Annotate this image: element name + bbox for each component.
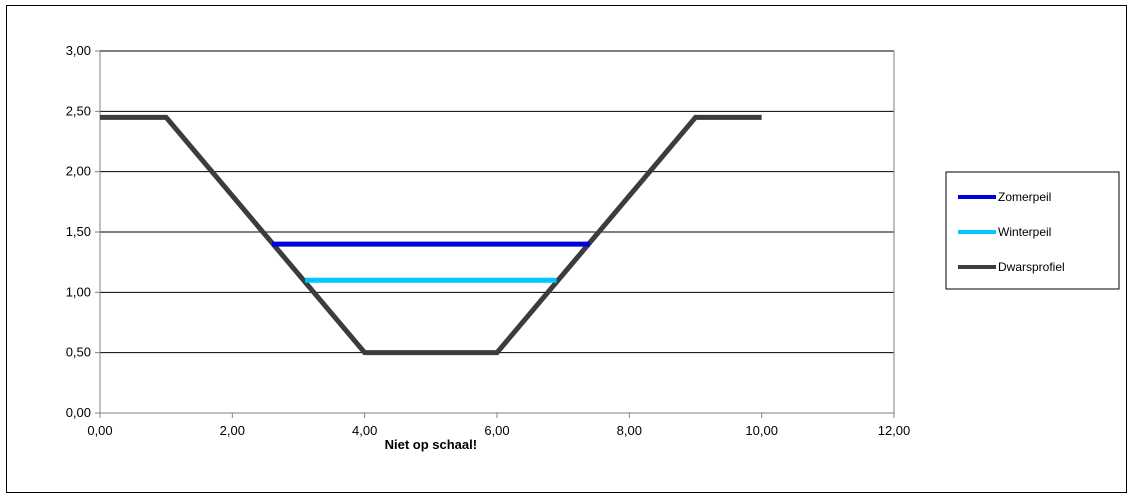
legend: Zomerpeil Winterpeil Dwarsprofiel [945,171,1120,290]
y-tick-label: 2,50 [66,103,91,118]
x-tick-label: 0,00 [87,423,112,438]
y-tick-label: 1,00 [66,284,91,299]
y-tick-label: 2,00 [66,164,91,179]
series-line-dwarsprofiel [100,114,762,356]
x-axis-title: Niet op schaal! [385,437,477,452]
axis-layer: 0,00 0,50 1,00 1,50 2,00 2,50 3,00 0,00 2,00 4,00… [66,43,911,438]
chart-frame [6,5,1127,493]
legend-label-zomerpeil: Zomerpeil [998,190,1051,204]
y-tick-label: 0,50 [66,345,91,360]
x-tick-label: 12,00 [878,423,911,438]
series-layer [100,114,762,356]
y-tick-label: 3,00 [66,43,91,58]
grid-layer [100,50,895,413]
legend-label-winterpeil: Winterpeil [998,225,1051,239]
x-tick-label: 4,00 [352,423,377,438]
x-tick-label: 2,00 [220,423,245,438]
x-tick-label: 8,00 [617,423,642,438]
y-tick-label: 0,00 [66,405,91,420]
x-tick-label: 6,00 [484,423,509,438]
xlabel-layer: Niet op schaal! [385,437,477,452]
legend-label-dwarsprofiel: Dwarsprofiel [998,260,1065,274]
x-tick-label: 10,00 [745,423,778,438]
y-tick-label: 1,50 [66,224,91,239]
